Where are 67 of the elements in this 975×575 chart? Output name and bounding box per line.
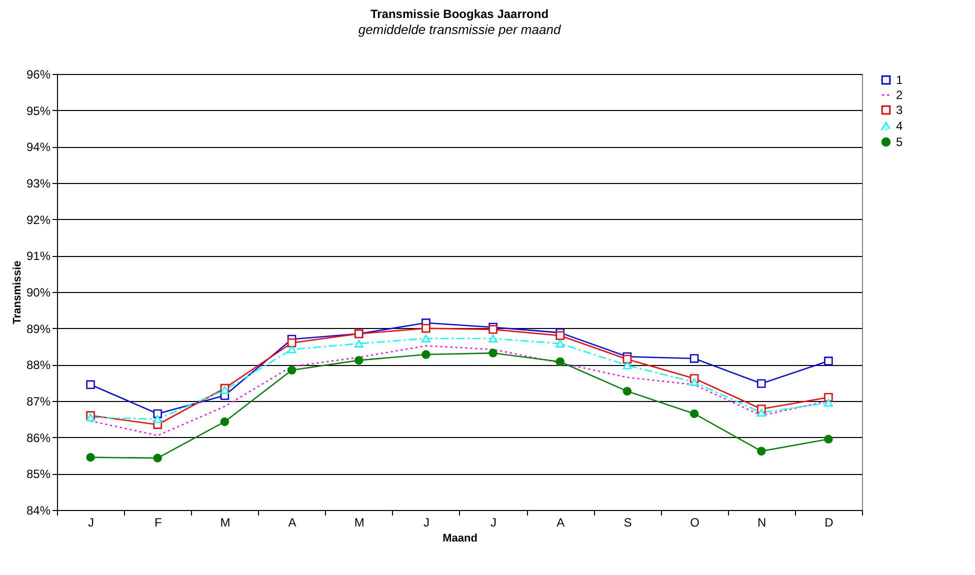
y-tick-label: 91% bbox=[26, 249, 51, 264]
chart-subtitle: gemiddelde transmissie per maand bbox=[358, 22, 562, 37]
x-tick-label: J bbox=[88, 516, 94, 530]
y-axis-title: Transmissie bbox=[11, 260, 24, 324]
point bbox=[422, 334, 430, 342]
x-tick-label: A bbox=[556, 516, 565, 530]
x-tick-label: S bbox=[624, 516, 632, 530]
x-tick-label: D bbox=[824, 516, 834, 530]
point bbox=[824, 398, 833, 407]
x-axis-title: Maand bbox=[442, 532, 478, 544]
y-tick-label: 85% bbox=[26, 467, 51, 482]
y-tick-label: 96% bbox=[26, 68, 51, 82]
x-tick-label: M bbox=[220, 516, 230, 530]
point bbox=[153, 454, 162, 462]
y-tick-label: 92% bbox=[26, 212, 51, 227]
y-tick-label: 88% bbox=[26, 358, 51, 372]
point bbox=[86, 380, 95, 390]
point bbox=[757, 446, 766, 456]
point bbox=[824, 356, 833, 366]
point bbox=[690, 409, 699, 418]
point bbox=[556, 340, 564, 348]
point bbox=[422, 350, 430, 359]
point bbox=[690, 354, 699, 363]
legend-label: 3 bbox=[896, 103, 903, 117]
point bbox=[556, 357, 564, 366]
x-tick-label: O bbox=[690, 516, 700, 530]
y-tick-label: 86% bbox=[26, 430, 51, 445]
chart-title: Transmissie Boogkas Jaarrond bbox=[370, 7, 549, 21]
point bbox=[354, 356, 364, 365]
point bbox=[488, 348, 498, 358]
x-tick-label: J bbox=[490, 516, 497, 530]
y-tick-label: 95% bbox=[26, 104, 51, 118]
point bbox=[287, 366, 296, 374]
legend-label: 2 bbox=[896, 88, 903, 102]
y-tick-label: 93% bbox=[26, 176, 51, 190]
point bbox=[488, 325, 498, 334]
point bbox=[757, 379, 766, 388]
point bbox=[757, 408, 766, 416]
point bbox=[287, 346, 296, 354]
y-tick-label: 87% bbox=[26, 394, 51, 408]
x-tick-label: N bbox=[758, 516, 766, 530]
point bbox=[220, 386, 230, 394]
point bbox=[622, 386, 632, 396]
point bbox=[287, 338, 296, 348]
point bbox=[690, 378, 699, 386]
x-tick-label: A bbox=[288, 516, 296, 530]
point bbox=[422, 324, 430, 333]
point bbox=[220, 417, 230, 426]
x-tick-label: F bbox=[154, 516, 162, 530]
x-tick-label: M bbox=[354, 516, 364, 530]
y-tick-label: 89% bbox=[26, 322, 51, 336]
point bbox=[622, 354, 632, 364]
point bbox=[354, 340, 364, 348]
point bbox=[824, 393, 833, 402]
y-tick-label: 94% bbox=[26, 140, 51, 154]
legend-label: 1 bbox=[896, 73, 903, 87]
point bbox=[824, 434, 833, 444]
y-tick-label: 84% bbox=[26, 504, 51, 518]
point bbox=[622, 362, 632, 370]
point bbox=[153, 415, 162, 424]
point bbox=[488, 334, 498, 342]
legend-label: 4 bbox=[896, 119, 903, 133]
y-tick-label: 90% bbox=[26, 286, 51, 300]
point bbox=[556, 331, 564, 340]
legend-label: 5 bbox=[896, 135, 903, 149]
point bbox=[86, 452, 95, 462]
x-tick-label: J bbox=[423, 516, 430, 530]
